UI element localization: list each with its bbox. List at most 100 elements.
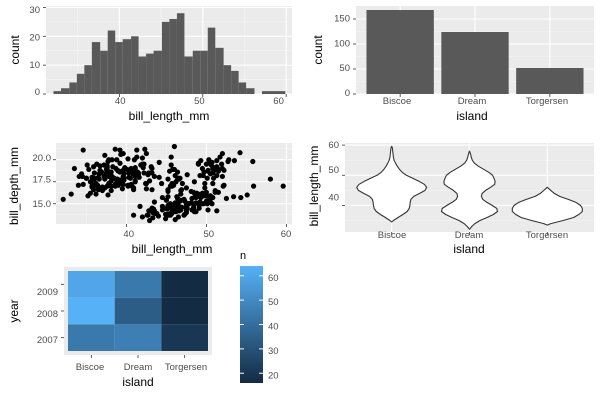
histogram-y-tick-label: 10 <box>29 60 40 71</box>
scatter-point <box>196 205 202 211</box>
heatmap-x-tick-label: Torgersen <box>165 362 207 373</box>
heatmap-cell <box>68 297 115 325</box>
heatmap-legend-tick-label: 30 <box>268 346 279 357</box>
histogram-bar <box>200 50 208 94</box>
histogram-bar <box>207 27 216 94</box>
histogram-bar <box>231 70 239 94</box>
scatter-point <box>128 165 134 172</box>
violin-x-tick-label: Dream <box>455 230 484 241</box>
scatter-point <box>112 146 118 152</box>
scatter-point <box>137 203 143 209</box>
scatter-point <box>163 197 169 203</box>
scatter-y-axis-title: bill_depth_mm <box>7 147 21 225</box>
bar-y-tick-label: 100 <box>334 38 350 49</box>
histogram-bar <box>223 65 232 94</box>
histogram-x-tick-label: 50 <box>194 96 205 107</box>
scatter-x-tick-label: 60 <box>281 229 292 240</box>
histogram-bar <box>76 73 85 94</box>
scatter-point <box>93 191 99 197</box>
histogram-bar <box>269 91 277 94</box>
scatter-point <box>139 214 145 220</box>
violin-y-axis-title: bill_length_mm <box>307 146 321 227</box>
scatter-point <box>231 194 237 200</box>
scatter-point <box>114 157 120 163</box>
scatter-point <box>165 202 171 209</box>
scatter-point <box>108 178 114 184</box>
histogram-bar <box>161 21 170 95</box>
scatter-point <box>215 189 221 195</box>
scatter-point <box>194 190 200 196</box>
heatmap-x-axis-title: island <box>122 375 153 389</box>
scatter-point <box>181 196 187 202</box>
scatter-point <box>151 199 157 205</box>
scatter-x-axis-title: bill_length_mm <box>132 242 213 256</box>
histogram-bar <box>146 53 154 94</box>
heatmap-y-tick-label: 2008 <box>37 309 58 320</box>
heatmap-y-tick-label: 2009 <box>37 287 58 298</box>
scatter-point <box>163 216 169 222</box>
bar-biscoe <box>366 10 434 94</box>
heatmap-cell <box>161 324 208 351</box>
violin-y-tick-label: 40 <box>328 192 339 203</box>
scatter-point <box>141 170 147 176</box>
heatmap-cell <box>68 324 115 351</box>
scatter-point <box>91 182 97 188</box>
scatter-point <box>168 162 174 168</box>
scatter-point <box>191 179 197 185</box>
scatter-point <box>127 175 133 181</box>
scatter-point <box>184 172 190 178</box>
scatter-point <box>175 195 181 202</box>
scatter-point <box>219 150 225 157</box>
scatter-point <box>214 158 220 164</box>
scatter-point <box>214 208 220 214</box>
histogram-bar <box>100 50 108 94</box>
heatmap-cell <box>114 297 162 325</box>
scatter-point <box>145 172 151 178</box>
scatter-point <box>211 175 217 181</box>
scatter-point <box>95 187 101 193</box>
histogram-bar <box>131 36 139 94</box>
bar-y-tick-label: 50 <box>339 63 350 74</box>
scatter-point <box>96 171 102 177</box>
island-bar-panel: 150 100 50 0 Biscoe Dream Torgersen isla… <box>311 6 594 123</box>
scatter-point <box>173 209 179 215</box>
scatter-point <box>183 185 189 191</box>
scatter-point <box>204 175 210 181</box>
scatter-point <box>210 180 216 187</box>
scatter-point <box>238 194 244 201</box>
scatter-point <box>202 185 208 191</box>
scatter-point <box>125 156 131 162</box>
scatter-point <box>121 175 127 181</box>
histogram-bar <box>169 18 177 95</box>
scatter-point <box>215 165 221 172</box>
scatter-point <box>202 180 208 187</box>
violin-biscoe <box>356 145 428 223</box>
scatter-point <box>117 147 123 153</box>
scatter-point <box>169 183 175 189</box>
bar-dream <box>441 32 509 94</box>
scatter-point <box>131 212 137 218</box>
heatmap-x-tick-label: Dream <box>124 362 153 373</box>
heatmap-legend-tick-label: 60 <box>268 273 279 284</box>
scatter-point <box>117 169 123 175</box>
histogram-x-tick-label: 40 <box>115 96 126 107</box>
heatmap-y-axis-title: year <box>7 299 21 322</box>
scatter-point <box>148 164 154 170</box>
scatter-point <box>163 211 169 217</box>
scatter-point <box>101 162 107 168</box>
violin-y-tick-label: 50 <box>328 165 339 176</box>
scatter-point <box>221 167 227 173</box>
histogram-bar <box>238 82 247 94</box>
heatmap-legend-tick-label: 20 <box>268 370 279 381</box>
scatter-point <box>143 180 149 187</box>
scatter-point <box>80 147 86 153</box>
scatter-point <box>207 199 213 205</box>
scatter-x-tick-label: 50 <box>204 229 215 240</box>
histogram-x-axis-title: bill_length_mm <box>129 109 210 123</box>
scatter-point <box>115 182 121 188</box>
scatter-point <box>205 168 211 174</box>
scatter-point <box>159 194 165 201</box>
scatter-point <box>219 161 225 167</box>
histogram-bar <box>192 50 201 94</box>
